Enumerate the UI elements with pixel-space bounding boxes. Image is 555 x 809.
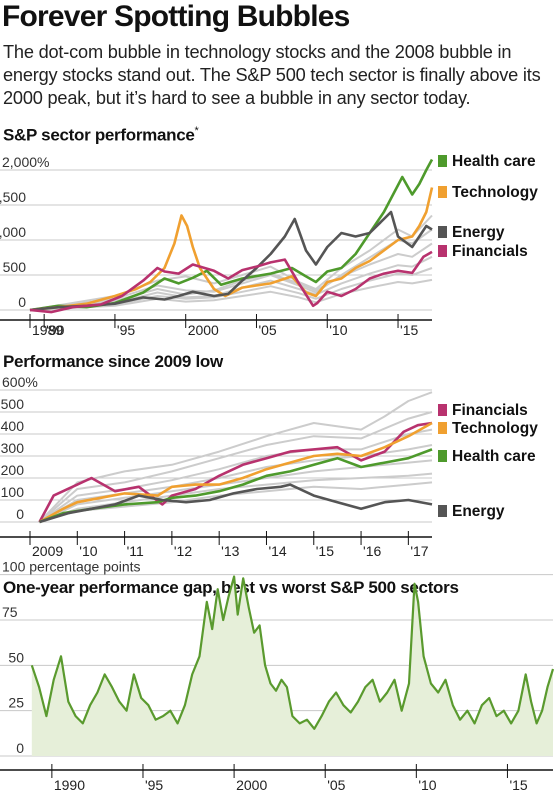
chart3-y-tick-label: 0: [16, 740, 24, 756]
chart2-series-other-sector: [38, 391, 433, 523]
chart2-title: Performance since 2009 low: [3, 352, 223, 371]
chart1-legend-health-care: Health care: [452, 153, 536, 170]
chart2-y-tick-label: 300: [1, 440, 25, 456]
chart2-series-financials: [38, 421, 433, 523]
chart1-y-tick-label: 1,000: [0, 224, 26, 240]
chart2-series-technology: [38, 421, 433, 524]
chart1-series-energy: [29, 210, 433, 312]
chart2-x-tick-label: '17: [410, 543, 428, 559]
chart2-series-energy: [39, 483, 433, 524]
chart1-x-tick-label: 2000: [188, 322, 219, 338]
chart3-x-tick-label: '95: [145, 777, 163, 793]
headline: Forever Spotting Bubbles: [2, 0, 350, 33]
chart2-x-tick-label: '16: [363, 543, 381, 559]
chart1-title-mark: *: [194, 125, 199, 137]
dek-text: The dot-com bubble in technology stocks …: [3, 42, 541, 108]
chart2-x-tick-label: '13: [221, 543, 239, 559]
chart1-legend-swatch-technology: [438, 186, 447, 198]
chart3-x-tick-label: 1990: [54, 777, 85, 793]
chart1-legend-swatch-financials: [438, 245, 447, 257]
chart2-x-tick-label: '11: [127, 543, 144, 559]
chart1-x-tick-label: 1989: [32, 322, 63, 338]
chart3-gap-line: [30, 575, 555, 730]
chart2-series-other-sector: [39, 472, 433, 523]
chart3-area-fill: [31, 576, 554, 756]
chart1-x-tick-label: '05: [258, 322, 276, 338]
chart1-x-tick-label: '10: [329, 322, 347, 338]
chart2-legend-swatch-health-care: [438, 450, 447, 462]
chart3-x-tick-label: '05: [327, 777, 345, 793]
chart2-legend-energy: Energy: [452, 503, 505, 520]
chart1-series-other-sector: [29, 278, 433, 311]
chart2-legend-swatch-energy: [438, 505, 447, 517]
chart2-y-tick-label: 500: [1, 396, 25, 412]
chart1-x-tick-label: '95: [117, 322, 135, 338]
chart1-legend-technology: Technology: [452, 184, 538, 201]
chart2-y-tick-label: 100: [1, 484, 25, 500]
chart3-x-tick-label: '15: [509, 777, 527, 793]
chart2-x-tick-label: '15: [316, 543, 334, 559]
chart3-x-tick-label: '10: [418, 777, 436, 793]
chart1-y-tick-label: 2,000%: [2, 154, 49, 170]
chart1-series-technology: [29, 187, 434, 312]
chart2-legend-swatch-technology: [438, 422, 447, 434]
chart1-series-financials: [29, 250, 433, 314]
chart1-y-tick-label: 500: [3, 259, 27, 275]
chart1-series-health-care: [29, 158, 434, 312]
chart3-y-tick-label: 25: [8, 695, 24, 711]
chart1-legend-swatch-energy: [438, 226, 447, 238]
chart2-x-tick-label: 2009: [32, 543, 63, 559]
chart3-y-tick-label: 50: [8, 649, 24, 665]
chart2-y-tick-label: 400: [1, 418, 25, 434]
chart1-y-tick-label: 1,500: [0, 189, 26, 205]
chart2-y-tick-label: 600%: [2, 374, 38, 390]
chart2-x-tick-label: '12: [174, 543, 192, 559]
chart3-x-tick-label: 2000: [236, 777, 267, 793]
chart2-series-other-sector: [38, 411, 433, 523]
chart1-x-tick-label: '90: [46, 322, 64, 338]
chart2-series-other-sector: [39, 459, 433, 523]
chart2-x-tick-label: '14: [268, 543, 286, 559]
chart1-legend-financials: Financials: [452, 243, 528, 260]
chart1-x-tick-label: '15: [400, 322, 418, 338]
chart2-y-tick-label: 0: [16, 506, 24, 522]
chart1-legend-swatch-health-care: [438, 155, 447, 167]
chart1-y-tick-label: 0: [18, 294, 26, 310]
chart1-legend-energy: Energy: [452, 224, 505, 241]
chart3-y-tick-label: 75: [2, 604, 18, 620]
chart2-legend-technology: Technology: [452, 420, 538, 437]
chart2-y-tick-label: 200: [1, 462, 25, 478]
chart3-y-unit-label: 100 percentage points: [2, 559, 141, 575]
chart2-legend-financials: Financials: [452, 402, 528, 419]
chart2-legend-swatch-financials: [438, 404, 447, 416]
chart2-series-other-sector: [38, 428, 433, 523]
chart1-title: S&P sector performance*: [3, 125, 199, 146]
chart2-x-tick-label: '10: [79, 543, 97, 559]
chart2-legend-health-care: Health care: [452, 448, 536, 465]
chart1-title-text: S&P sector performance: [3, 125, 195, 145]
